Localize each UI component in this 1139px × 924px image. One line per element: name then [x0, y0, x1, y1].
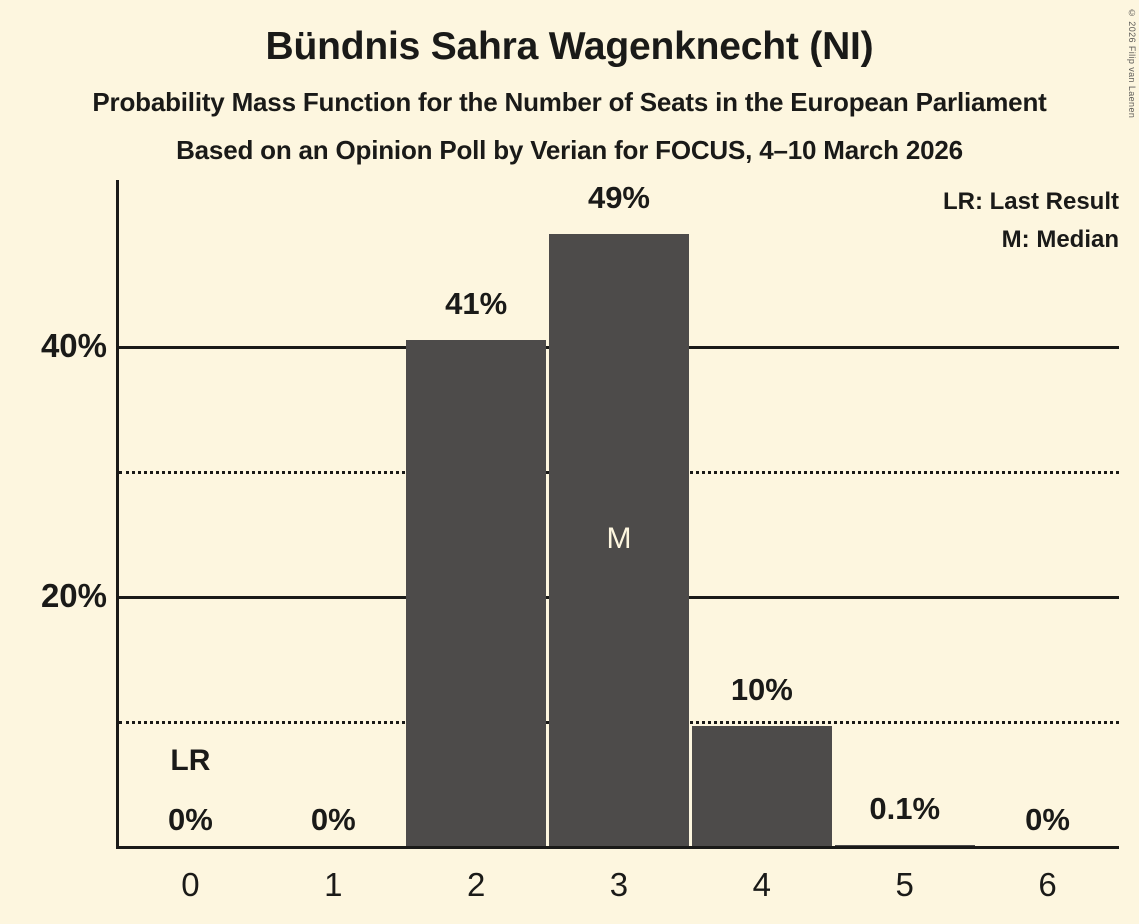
page-title: Bündnis Sahra Wagenknecht (NI): [265, 25, 874, 68]
value-label-3: 49%: [587, 179, 650, 215]
value-label-6: 0%: [1025, 802, 1070, 837]
x-axis-line: [116, 846, 1119, 849]
copyright-notice: © 2026 Filip van Laenen: [1127, 8, 1137, 119]
value-label-4: 10%: [730, 672, 793, 708]
x-tick-4: 4: [752, 866, 772, 903]
bar-4: [691, 726, 832, 846]
chart-legend: LR: Last Result M: Median: [943, 183, 1119, 259]
x-tick-0: 0: [181, 866, 200, 903]
value-label-2: 41%: [445, 285, 508, 321]
bar-3: M: [549, 233, 689, 846]
x-tick-5: 5: [895, 866, 914, 903]
value-label-1: 0%: [310, 802, 356, 837]
chart-source-line: Based on an Opinion Poll by Verian for F…: [176, 135, 963, 165]
bar-2: [406, 339, 547, 846]
bar-5: [834, 844, 975, 846]
plot-area: 20% 40% M 0% 0% 41% 49% 10% 0.1% 0% LR: [41, 179, 1119, 849]
x-tick-2: 2: [466, 866, 486, 903]
median-marker: M: [606, 521, 632, 555]
x-tick-3: 3: [609, 866, 629, 903]
value-label-5: 0.1%: [869, 790, 941, 826]
legend-item-median: M: Median: [1001, 226, 1119, 253]
y-tick-20%: 20%: [40, 577, 107, 615]
y-tick-40%: 40%: [40, 327, 107, 365]
x-tick-6: 6: [1038, 866, 1057, 903]
last-result-marker: LR: [170, 744, 211, 777]
value-label-0: 0%: [168, 802, 213, 837]
legend-item-last-result: LR: Last Result: [942, 188, 1119, 215]
chart-subtitle: Probability Mass Function for the Number…: [92, 87, 1047, 117]
x-tick-1: 1: [324, 866, 343, 903]
y-axis-line: [116, 180, 119, 849]
